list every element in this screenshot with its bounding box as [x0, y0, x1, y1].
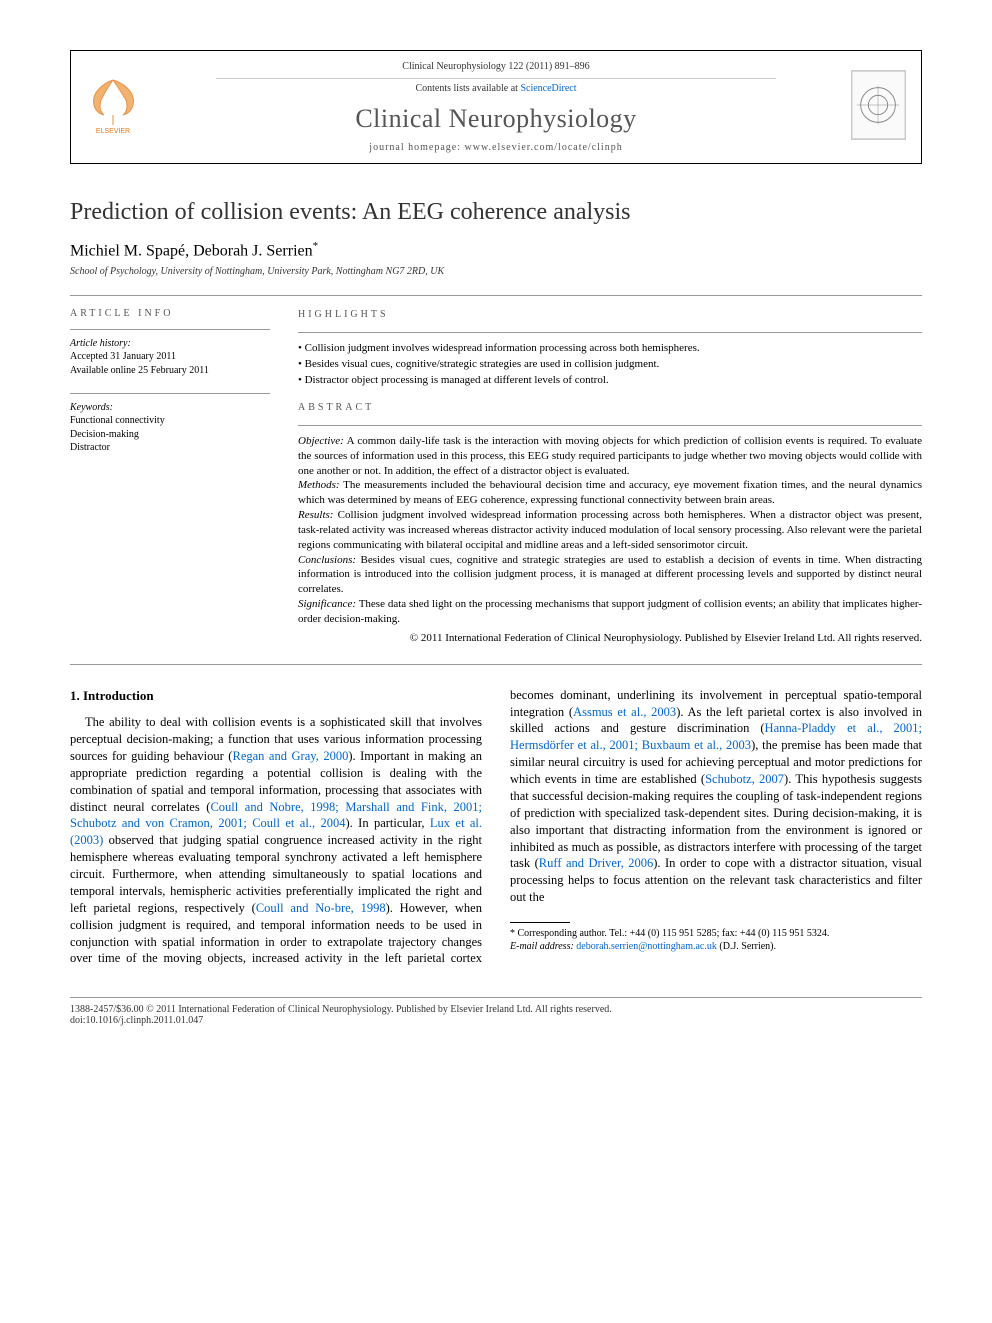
- footer-copyright: 1388-2457/$36.00 © 2011 International Fe…: [70, 1004, 922, 1015]
- affiliation: School of Psychology, University of Nott…: [70, 266, 922, 277]
- article-history: Article history: Accepted 31 January 201…: [70, 338, 270, 377]
- abstract-column: HIGHLIGHTS Collision judgment involves w…: [298, 308, 922, 645]
- cover-icon: [851, 70, 906, 140]
- journal-header: ELSEVIER Clinical Neurophysiology 122 (2…: [70, 50, 922, 164]
- contents-available: Contents lists available at ScienceDirec…: [156, 83, 836, 94]
- email-link[interactable]: deborah.serrien@nottingham.ac.uk: [574, 941, 717, 952]
- abstract-significance: Significance: These data shed light on t…: [298, 597, 922, 627]
- footer-doi: doi:10.1016/j.clinph.2011.01.047: [70, 1015, 922, 1026]
- section-heading-introduction: 1. Introduction: [70, 687, 482, 705]
- citation-link[interactable]: Regan and Gray, 2000: [232, 749, 348, 763]
- article-info-column: ARTICLE INFO Article history: Accepted 3…: [70, 308, 270, 645]
- abstract-objective: Objective: A common daily-life task is t…: [298, 434, 922, 479]
- highlights-label: HIGHLIGHTS: [298, 308, 922, 322]
- highlight-item: Distractor object processing is managed …: [298, 373, 922, 388]
- journal-name: Clinical Neurophysiology: [156, 104, 836, 134]
- sciencedirect-link[interactable]: ScienceDirect: [520, 83, 576, 94]
- corresponding-marker: *: [313, 240, 319, 252]
- authors: Michiel M. Spapé, Deborah J. Serrien*: [70, 240, 922, 260]
- corresponding-footnote: * Corresponding author. Tel.: +44 (0) 11…: [510, 927, 922, 953]
- article-title: Prediction of collision events: An EEG c…: [70, 199, 922, 226]
- citation-link[interactable]: Coull and No-: [256, 901, 335, 915]
- citation-link[interactable]: bre, 1998: [335, 901, 386, 915]
- journal-reference: Clinical Neurophysiology 122 (2011) 891–…: [156, 61, 836, 72]
- body-text: 1. Introduction The ability to deal with…: [70, 687, 922, 968]
- publisher-logo-block: ELSEVIER: [86, 75, 156, 139]
- keywords-block: Keywords: Functional connectivity Decisi…: [70, 402, 270, 455]
- citation-link[interactable]: Schubotz, 2007: [705, 772, 784, 786]
- abstract-methods: Methods: The measurements included the b…: [298, 478, 922, 508]
- page-footer: 1388-2457/$36.00 © 2011 International Fe…: [70, 997, 922, 1026]
- abstract-results: Results: Collision judgment involved wid…: [298, 508, 922, 553]
- citation-link[interactable]: Ruff and Driver, 2006: [539, 856, 653, 870]
- abstract-copyright: © 2011 International Federation of Clini…: [298, 631, 922, 646]
- article-info-label: ARTICLE INFO: [70, 308, 270, 319]
- elsevier-tree-icon: ELSEVIER: [86, 75, 141, 135]
- journal-cover-thumb: [836, 70, 906, 144]
- highlight-item: Besides visual cues, cognitive/strategic…: [298, 357, 922, 372]
- svg-text:ELSEVIER: ELSEVIER: [96, 128, 130, 135]
- citation-link[interactable]: Assmus et al., 2003: [573, 705, 676, 719]
- abstract-conclusions: Conclusions: Besides visual cues, cognit…: [298, 553, 922, 598]
- abstract-label: ABSTRACT: [298, 401, 922, 415]
- highlight-item: Collision judgment involves widespread i…: [298, 341, 922, 356]
- journal-homepage: journal homepage: www.elsevier.com/locat…: [156, 142, 836, 153]
- highlights-list: Collision judgment involves widespread i…: [298, 341, 922, 388]
